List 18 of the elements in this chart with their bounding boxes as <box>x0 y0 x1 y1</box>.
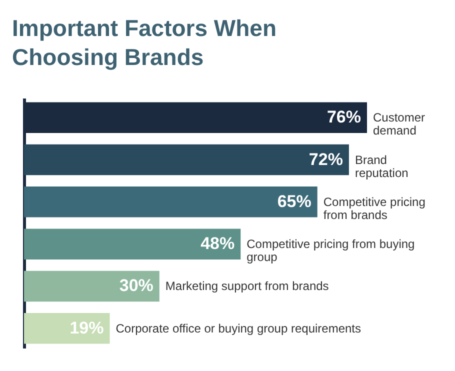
data-label: 19% <box>70 318 104 338</box>
y-tick-label: Customer demand <box>373 110 426 138</box>
bar <box>24 270 160 302</box>
y-tick-label: Marketing support from brands <box>165 279 329 294</box>
bar <box>24 186 318 218</box>
y-tick-label: Competitive pricing from brands <box>323 194 426 222</box>
chart-title: Important Factors When Choosing Brands <box>12 15 277 70</box>
bar <box>24 144 349 176</box>
y-tick-label: Corporate office or buying group requirements <box>116 321 361 336</box>
data-label: 30% <box>119 276 154 296</box>
data-label: 48% <box>200 234 235 254</box>
data-label: 72% <box>308 150 343 169</box>
data-label: 76% <box>326 108 361 127</box>
y-tick-label: Competitive pricing from buying group <box>246 237 415 264</box>
data-label: 65% <box>277 192 312 211</box>
y-tick-label: Brand reputation <box>354 152 408 180</box>
bar <box>24 313 110 344</box>
bar <box>24 228 241 260</box>
